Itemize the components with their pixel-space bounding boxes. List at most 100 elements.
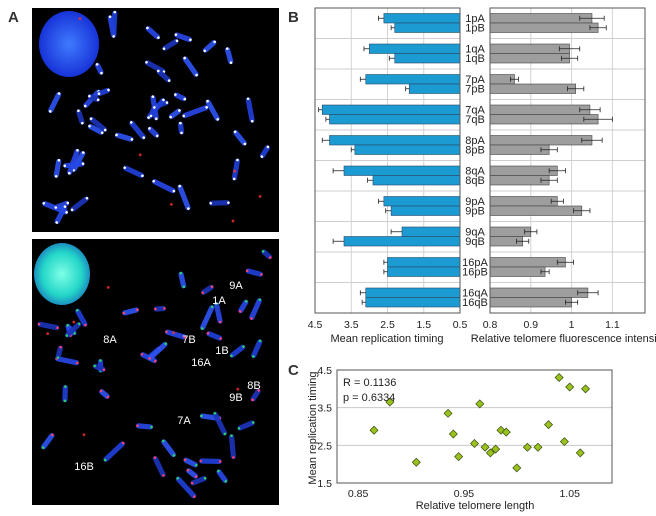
- c-xtick-label: 0.85: [348, 488, 369, 500]
- b1-bar: [372, 175, 461, 186]
- b1-bar: [387, 266, 461, 277]
- arm-label: 16pA: [462, 257, 488, 269]
- chromosome: [177, 121, 185, 135]
- scatter-point: [485, 448, 495, 458]
- chromosome: [245, 268, 263, 277]
- scatter-point: [480, 442, 490, 452]
- chromosome: [87, 124, 104, 135]
- arm-label: 7qA: [465, 105, 485, 117]
- b1-bar: [394, 22, 461, 33]
- chromosome: [37, 321, 60, 331]
- chromosome-arm-label: 8B: [247, 380, 260, 392]
- arm-label: 16qA: [462, 288, 488, 300]
- b2-bar: [489, 135, 593, 146]
- arm-label: 8qA: [465, 166, 485, 178]
- arm-label: 7pA: [465, 74, 485, 86]
- chromosome: [173, 92, 187, 102]
- b2-bar: [489, 297, 572, 308]
- chromosome: [147, 126, 160, 138]
- arm-label: 7pB: [465, 84, 485, 96]
- b1-tick-label: 0.5: [453, 319, 468, 331]
- scatter-frame: [336, 369, 613, 484]
- b1-bar: [369, 43, 461, 54]
- chromosome: [183, 457, 198, 468]
- b1-bar: [365, 287, 461, 298]
- chromosome: [76, 109, 85, 125]
- chromosome: [123, 165, 145, 178]
- chromosome: [186, 468, 198, 479]
- chromosome: [168, 108, 182, 120]
- b1-bar: [408, 83, 461, 94]
- chromosome: [94, 62, 104, 75]
- interphase-nucleus-bottom: [34, 243, 90, 305]
- chromosome-arm-label: 1A: [212, 295, 226, 307]
- telomere-intensity-frame: [489, 7, 646, 314]
- chromosome-arm-label: 16A: [191, 357, 211, 369]
- chromosome: [229, 344, 246, 358]
- panel-label-a: A: [8, 9, 19, 26]
- chromosome: [145, 26, 161, 40]
- chromosome: [249, 298, 262, 321]
- telomere-intensity-xlabel: Relative telomere fluorescence intensity: [471, 333, 656, 345]
- chromosome: [48, 91, 62, 113]
- chromosome: [129, 120, 146, 140]
- chromosome: [182, 105, 209, 119]
- chromosome: [153, 305, 166, 312]
- chromosome: [205, 99, 220, 122]
- chromosome: [224, 47, 234, 65]
- scatter-point: [443, 408, 453, 418]
- chromosome: [228, 434, 236, 459]
- arm-label: 1qA: [465, 44, 485, 56]
- scatter-point: [554, 373, 564, 383]
- b1-bar: [390, 205, 461, 216]
- chromosome-arm-label: 8A: [103, 334, 117, 346]
- b1-tick-label: 4.5: [308, 319, 323, 331]
- c-ytick-label: 4.5: [317, 365, 332, 377]
- b2-bar: [489, 114, 599, 125]
- chromosome: [212, 411, 228, 436]
- chromosome: [190, 476, 207, 486]
- chromosome: [70, 196, 89, 212]
- arm-label: 1pA: [465, 13, 485, 25]
- b1-bar: [343, 165, 461, 176]
- c-xtick-label: 1.05: [559, 488, 580, 500]
- b1-bar: [365, 297, 461, 308]
- chromosome: [97, 87, 111, 96]
- chromosome: [62, 385, 68, 403]
- chromosome: [245, 97, 255, 123]
- arm-label: 1qB: [465, 53, 485, 65]
- scatter-point: [501, 427, 511, 437]
- chromosome: [41, 433, 55, 450]
- correlation-r: R = 0.1136: [343, 377, 396, 389]
- arm-label: 16pB: [462, 267, 488, 279]
- chromosome: [54, 204, 68, 225]
- chromosome: [135, 423, 154, 430]
- scatter-point: [565, 382, 575, 392]
- b1-bar: [383, 196, 461, 207]
- chromosome: [162, 38, 179, 51]
- panel-label-c: C: [288, 362, 299, 379]
- chromosome: [53, 158, 62, 178]
- chromosome: [202, 40, 217, 53]
- chromosome: [161, 439, 176, 458]
- b2-tick-label: 0.9: [523, 319, 538, 331]
- scatter-point: [411, 457, 421, 467]
- scatter-point: [544, 420, 554, 430]
- scatter-point: [475, 399, 485, 409]
- telomere-intensity-chart: 0.8 0.9 1 1.1 Relative telomere fluorescenc…: [471, 7, 656, 345]
- scatter-point: [512, 463, 522, 473]
- chromosome: [175, 476, 197, 499]
- chromosome: [75, 308, 88, 327]
- chromosome: [178, 271, 187, 289]
- b2-bar: [489, 104, 591, 115]
- b1-bar: [329, 114, 461, 125]
- chromosome: [177, 184, 191, 211]
- interphase-nucleus-top: [39, 11, 99, 77]
- chromosome-arm-label: 7B: [182, 334, 195, 346]
- scatter-xlabel: Relative telomere length: [416, 500, 535, 512]
- b2-bar: [489, 43, 570, 54]
- chromosome: [251, 339, 263, 359]
- chromosome-arm-label: 1B: [215, 345, 228, 357]
- chromosome: [152, 456, 166, 478]
